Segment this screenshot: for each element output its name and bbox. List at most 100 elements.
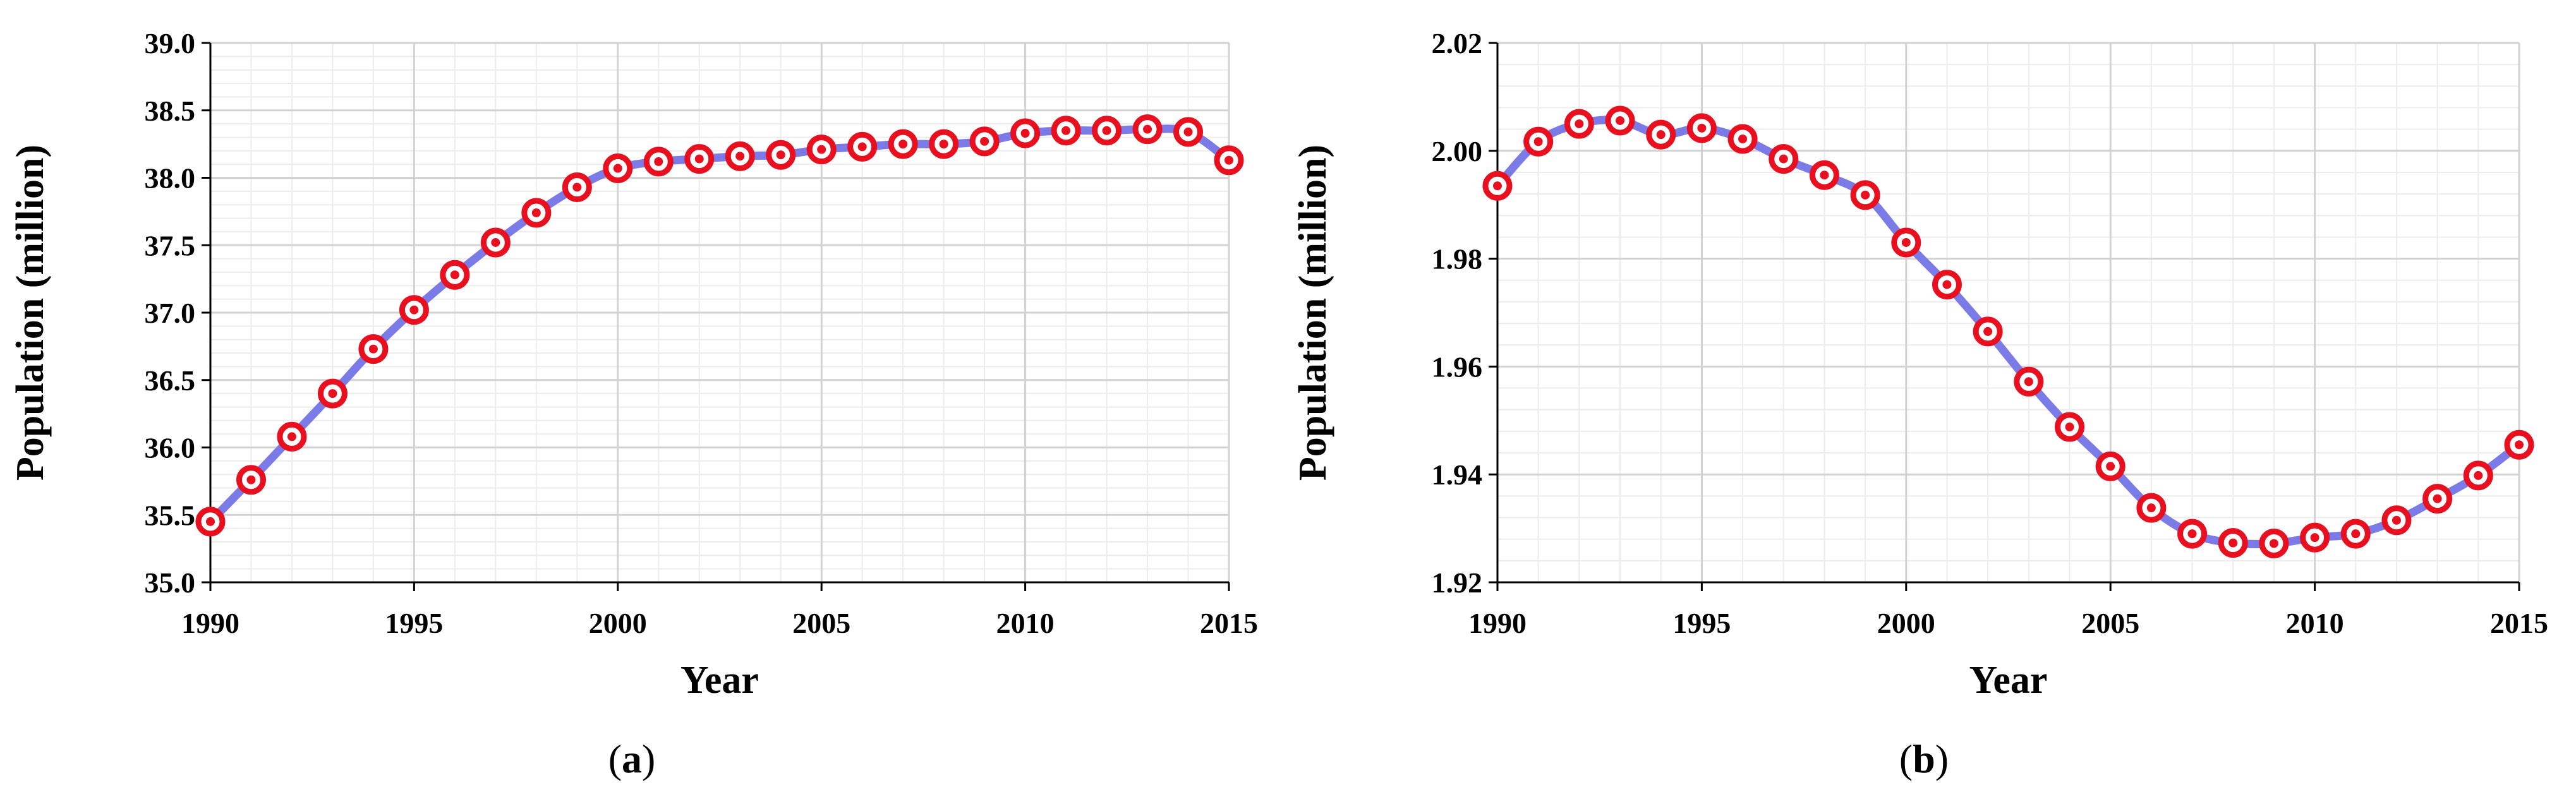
x-tick-label: 1990 <box>181 607 239 639</box>
y-tick-label: 39.0 <box>145 27 196 59</box>
x-tick-label: 2005 <box>792 607 850 639</box>
data-point-dot <box>368 344 378 354</box>
data-point <box>2014 366 2044 397</box>
data-point <box>1092 116 1122 146</box>
data-point-dot <box>776 150 785 160</box>
x-tick-label: 2010 <box>996 607 1055 639</box>
y-tick-label: 2.02 <box>1432 27 1483 59</box>
data-point <box>1482 171 1513 201</box>
data-point-dot <box>206 517 215 526</box>
data-point-dot <box>1738 135 1748 144</box>
panel-label-b: b <box>1913 736 1935 781</box>
x-tick-label: 1990 <box>1468 607 1527 639</box>
data-point-dot <box>694 154 704 164</box>
y-tick-label: 35.5 <box>145 499 196 531</box>
data-point <box>1727 124 1758 154</box>
data-point <box>2300 522 2330 553</box>
data-point-dot <box>1779 154 1788 164</box>
data-point-dot <box>1697 123 1707 133</box>
data-point <box>2463 460 2493 491</box>
panel-label-a: a <box>622 736 642 781</box>
data-point <box>969 126 1000 157</box>
data-point-dot <box>980 136 989 146</box>
y-tick-label: 1.92 <box>1432 567 1483 599</box>
data-point <box>1051 116 1081 146</box>
data-point-dot <box>2474 471 2483 480</box>
data-point <box>2095 451 2126 481</box>
data-point-dot <box>1901 237 1911 247</box>
data-point-dot <box>328 389 337 399</box>
data-point <box>358 334 389 364</box>
x-axis-title: Year <box>1969 659 2048 702</box>
data-point <box>480 227 511 258</box>
data-point <box>317 378 348 409</box>
data-point <box>2381 505 2412 536</box>
data-point <box>725 141 755 171</box>
data-point-dot <box>2269 539 2278 548</box>
data-point <box>1686 113 1717 143</box>
data-point-dot <box>2310 533 2319 543</box>
data-point-dot <box>735 152 745 161</box>
chart-a: 1990 1995 2000 2005 2010 2015 35.0 35.5 36.0 36.5… <box>9 27 1258 702</box>
data-point-dot <box>817 145 826 154</box>
data-point-dot <box>2187 529 2197 539</box>
data-point-dot <box>1061 126 1071 135</box>
data-point-dot <box>2065 423 2074 432</box>
data-point-dot <box>1575 119 1584 129</box>
data-point-dot <box>1942 280 1952 289</box>
data-point <box>1605 105 1635 136</box>
data-point-dot <box>2351 529 2361 539</box>
y-tick-label: 1.96 <box>1432 351 1483 383</box>
major-grid <box>1496 42 2520 584</box>
data-point <box>643 147 674 177</box>
y-axis-title: Population (million) <box>9 145 52 481</box>
y-axis-title: Population (million) <box>1291 145 1334 481</box>
data-point-dot <box>1820 171 1829 180</box>
x-tick-label: 1995 <box>385 607 443 639</box>
data-point <box>684 144 715 174</box>
data-point-dot <box>491 237 500 247</box>
data-point <box>1809 160 1839 190</box>
y-tick-label: 2.00 <box>1432 135 1483 167</box>
data-point-dot <box>1020 129 1030 138</box>
data-point <box>766 140 796 170</box>
data-point-dot <box>1183 127 1193 136</box>
x-tick-label: 2000 <box>1877 607 1935 639</box>
data-point-dot <box>2515 440 2524 450</box>
series-line <box>206 124 1233 526</box>
data-point <box>399 295 429 325</box>
data-point <box>2136 493 2167 523</box>
x-tick-label: 2010 <box>2286 607 2344 639</box>
panel-caption-a: (a) <box>608 736 656 781</box>
data-point <box>2422 484 2453 514</box>
data-point <box>2259 529 2289 559</box>
y-tick-label: 38.0 <box>145 162 196 195</box>
y-tick-label: 36.5 <box>145 364 196 397</box>
chart-b: 1990 1995 2000 2005 2010 2015 1.92 1.94 1.96 1.98… <box>1291 27 2548 702</box>
data-point-dot <box>1493 181 1502 191</box>
data-point-dot <box>1533 137 1543 147</box>
data-point <box>2340 519 2371 549</box>
data-point-dot <box>2228 538 2238 548</box>
y-tick-label: 37.5 <box>145 229 196 261</box>
y-tick-label: 36.0 <box>145 432 196 464</box>
data-point-dot <box>2106 462 2115 471</box>
data-point <box>1010 118 1041 148</box>
data-point <box>1523 126 1554 157</box>
data-point <box>1173 117 1204 147</box>
data-point-dot <box>1656 130 1666 140</box>
data-point <box>521 198 552 228</box>
x-tick-label: 2005 <box>2081 607 2139 639</box>
data-point-dot <box>654 157 663 166</box>
data-point <box>562 172 592 202</box>
data-point <box>2177 519 2208 549</box>
data-point-dot <box>450 270 459 280</box>
y-tick-label: 1.98 <box>1432 243 1483 275</box>
data-point-dot <box>857 142 867 152</box>
data-point <box>1932 270 1962 300</box>
data-point <box>929 129 959 159</box>
data-point <box>806 135 837 165</box>
data-point <box>195 507 226 537</box>
data-point <box>440 260 470 290</box>
